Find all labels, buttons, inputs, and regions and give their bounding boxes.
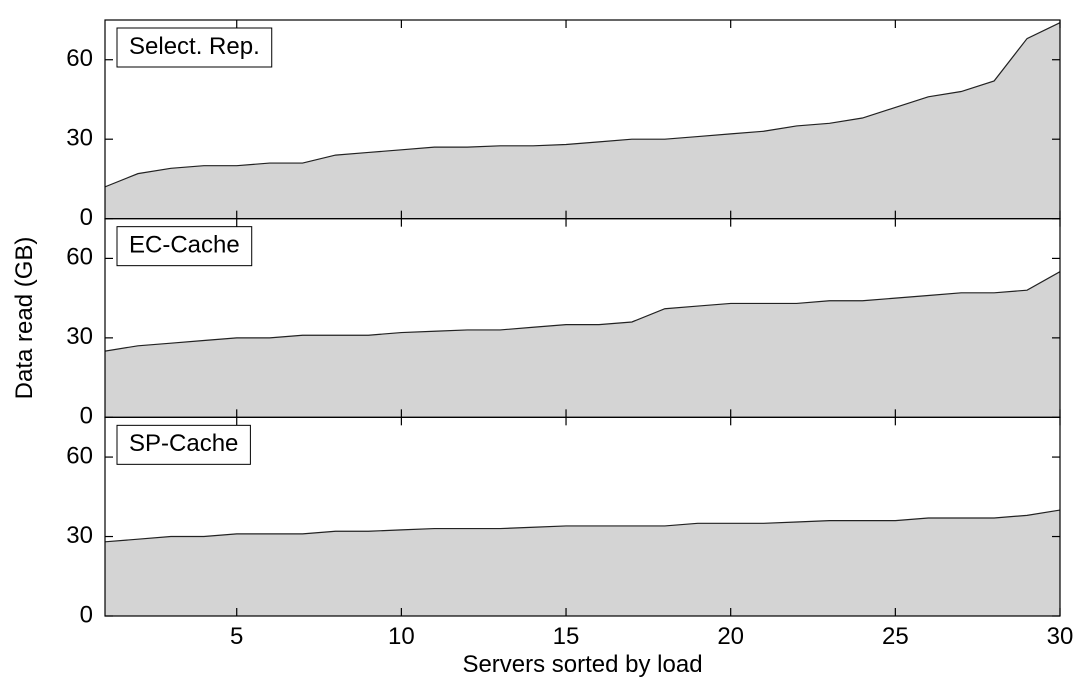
ytick-label-0-60: 60 xyxy=(66,45,93,72)
y-axis-label: Data read (GB) xyxy=(11,237,38,400)
chart-svg: 0 30 60 Select. Rep. 0 30 60 EC-Cache 0 30 60 SP-Ca… xyxy=(0,0,1080,677)
xtick-label-25: 25 xyxy=(882,623,909,650)
xtick-label-5: 5 xyxy=(230,623,243,650)
ytick-label-1-0: 0 xyxy=(80,403,93,430)
ytick-label-2-60: 60 xyxy=(66,442,93,469)
xtick-label-10: 10 xyxy=(388,623,415,650)
ytick-label-0-0: 0 xyxy=(80,204,93,231)
xtick-label-30: 30 xyxy=(1047,623,1074,650)
xtick-label-20: 20 xyxy=(717,623,744,650)
ytick-label-2-30: 30 xyxy=(66,522,93,549)
legend-label-0: Select. Rep. xyxy=(129,33,260,60)
legend-label-1: EC-Cache xyxy=(129,232,240,259)
x-axis-label: Servers sorted by load xyxy=(462,651,702,677)
chart-wrapper: 0 30 60 Select. Rep. 0 30 60 EC-Cache 0 30 60 SP-Ca… xyxy=(0,0,1080,677)
ytick-label-2-0: 0 xyxy=(80,601,93,628)
ytick-label-1-30: 30 xyxy=(66,323,93,350)
ytick-label-0-30: 30 xyxy=(66,125,93,152)
legend-label-2: SP-Cache xyxy=(129,430,238,457)
xtick-label-15: 15 xyxy=(553,623,580,650)
ytick-label-1-60: 60 xyxy=(66,244,93,271)
